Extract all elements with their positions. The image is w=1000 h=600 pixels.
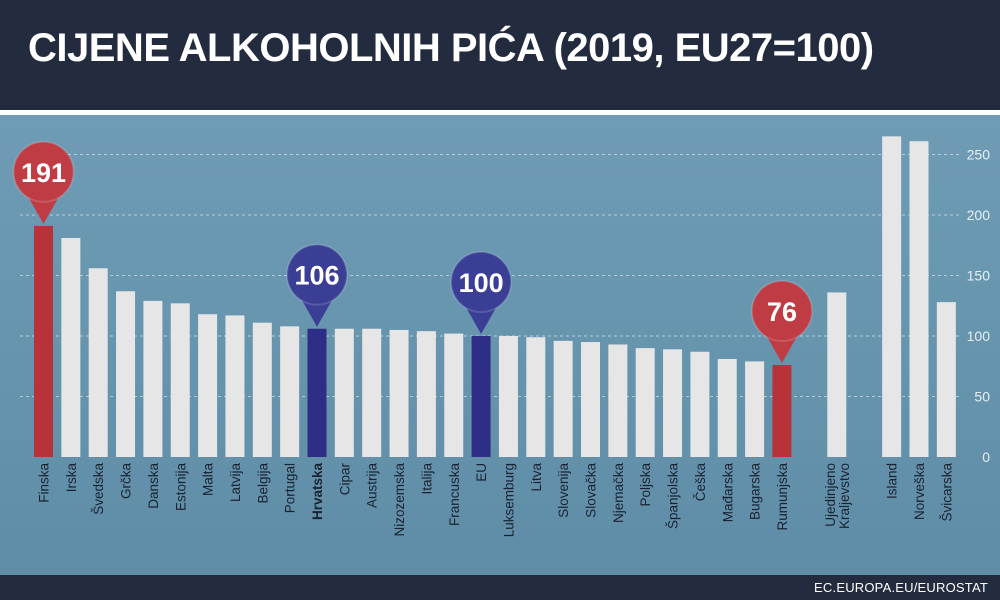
pin-tail: [764, 333, 799, 364]
bar: [498, 336, 518, 457]
category-label: Francuska: [447, 463, 462, 527]
bar: [745, 361, 765, 457]
footer-bar: EC.EUROPA.EU/EUROSTAT: [0, 575, 1000, 600]
bar: [334, 328, 354, 457]
bar: [280, 326, 300, 457]
bar: [444, 333, 464, 457]
bar: [690, 351, 710, 457]
y-tick-label: 50: [974, 389, 990, 405]
bar: [608, 344, 628, 457]
category-label: Španjolska: [666, 463, 681, 530]
bar: [717, 358, 737, 457]
category-label: Slovenija: [556, 463, 571, 518]
y-tick-label: 150: [967, 268, 991, 284]
bar: [882, 136, 902, 457]
category-label: Finska: [37, 463, 52, 503]
category-label: Luksemburg: [501, 463, 516, 537]
category-label: Kraljevstvo: [837, 463, 852, 529]
pin-circle: [450, 251, 513, 313]
pin-tail: [464, 304, 499, 334]
data-label: 76: [767, 297, 797, 327]
category-label: Malta: [201, 463, 216, 497]
category-label: Rumunjska: [775, 463, 790, 531]
category-label: Mađarska: [720, 463, 735, 523]
callout-pin: 191: [12, 140, 75, 224]
category-label: Estonija: [173, 463, 188, 512]
data-label: 191: [21, 158, 66, 188]
category-label: Ujedinjeno: [823, 463, 838, 527]
bar: [471, 336, 491, 457]
category-label: Bugarska: [748, 463, 763, 521]
data-label: 106: [294, 261, 339, 291]
bar: [909, 141, 929, 457]
bar: [307, 328, 327, 457]
category-label: Cipar: [337, 463, 352, 496]
bar: [225, 315, 245, 457]
y-tick-label: 100: [967, 328, 991, 344]
bar: [170, 303, 190, 457]
category-label: Norveška: [912, 463, 927, 521]
callout-pins: 191 106 100 76: [12, 140, 813, 364]
bar: [581, 342, 600, 457]
chart-title: CIJENE ALKOHOLNIH PIĆA (2019, EU27=100): [28, 26, 874, 70]
bar: [143, 300, 163, 457]
pin-circle: [12, 140, 75, 203]
header-bar: CIJENE ALKOHOLNIH PIĆA (2019, EU27=100): [0, 0, 1000, 110]
bar: [553, 340, 573, 457]
bar: [827, 292, 847, 457]
bar: [389, 329, 409, 457]
y-tick-label: 0: [982, 449, 990, 465]
bar: [936, 302, 956, 457]
pin-tail: [26, 193, 61, 224]
callout-pin: 76: [750, 280, 813, 364]
category-label: EU: [474, 463, 489, 482]
category-label: Češka: [693, 463, 708, 502]
y-tick-label: 200: [967, 207, 991, 223]
bar: [88, 268, 108, 457]
category-label: Danska: [146, 463, 161, 509]
bar: [252, 322, 272, 457]
bar: [772, 365, 792, 457]
bar: [416, 331, 436, 457]
category-label: Slovačka: [584, 463, 599, 518]
category-label: Poljska: [638, 463, 653, 507]
pin-circle: [750, 280, 813, 343]
callout-pin: 106: [286, 243, 348, 327]
category-label: Italija: [419, 463, 434, 495]
category-label: Austrija: [365, 463, 380, 509]
category-label: Njemačka: [611, 463, 626, 524]
category-label: Irska: [64, 463, 79, 493]
category-label: Švicarska: [939, 463, 954, 522]
bars: [34, 136, 956, 457]
header-separator: [0, 110, 1000, 115]
category-labels: Finska Irska Švedska Grčka Danska Estonija Mal…: [37, 463, 955, 538]
category-label: Litva: [529, 463, 544, 492]
pin-tail: [300, 296, 334, 327]
data-label: 100: [459, 268, 504, 298]
category-label: Belgija: [255, 463, 270, 504]
bar: [34, 225, 53, 457]
category-label: Island: [885, 463, 900, 499]
bar: [663, 349, 683, 457]
category-label: Grčka: [119, 463, 134, 499]
bar: [61, 237, 81, 457]
source-label: EC.EUROPA.EU/EUROSTAT: [814, 580, 988, 595]
bar: [116, 291, 136, 457]
bar: [635, 348, 655, 457]
category-label: Latvija: [228, 463, 243, 503]
callout-pin: 100: [450, 251, 513, 334]
bar: [526, 337, 546, 457]
bar: [362, 328, 382, 457]
category-label: Hrvatska: [310, 463, 325, 521]
pin-circle: [286, 243, 348, 306]
category-label: Švedska: [91, 463, 106, 515]
category-label: Portugal: [283, 463, 298, 513]
y-tick-label: 250: [967, 147, 991, 163]
bar: [198, 314, 218, 457]
category-label: Nizozemska: [392, 463, 407, 537]
